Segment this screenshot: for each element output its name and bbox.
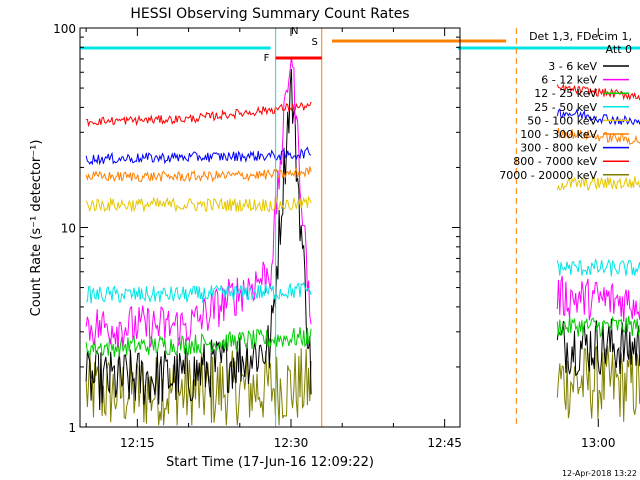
- x-tick-label: 13:00: [581, 436, 616, 450]
- plot-area: [85, 56, 640, 426]
- series-3-6-kev-line: [85, 68, 640, 411]
- series-100-300-kev-line: [85, 128, 640, 183]
- axes: 11010012:1512:3012:4513:0013:1513:3013:4…: [53, 22, 616, 450]
- x-axis-label: Start Time (17-Jun-16 12:09:22): [166, 455, 374, 470]
- legend-label: 6 - 12 keV: [541, 74, 597, 87]
- legend-label: 7000 - 20000 keV: [499, 169, 597, 182]
- plot-markers: F S N: [80, 26, 640, 427]
- series-300-800-kev-line: [85, 107, 640, 166]
- y-tick-label: 1: [68, 421, 76, 435]
- y-axis-label: Count Rate (s⁻¹ detector⁻¹): [29, 140, 44, 317]
- x-tick-label: 12:45: [427, 436, 462, 450]
- marker-s: S: [311, 37, 317, 48]
- marker-n: N: [291, 26, 298, 37]
- chart-title: HESSI Observing Summary Count Rates: [130, 6, 409, 22]
- legend-label: 100 - 300 keV: [520, 128, 597, 141]
- legend-label: 300 - 800 keV: [520, 142, 597, 155]
- y-tick-label: 100: [53, 22, 76, 36]
- legend-label: 3 - 6 keV: [548, 60, 597, 73]
- legend-label: 12 - 25 keV: [534, 87, 597, 100]
- legend-label: 800 - 7000 keV: [513, 155, 597, 168]
- legend-header-line-2: Att 0: [606, 43, 632, 56]
- series-25-50-kev-line: [85, 258, 640, 304]
- legend-label: 25 - 50 keV: [534, 101, 597, 114]
- legend-header-line-1: Det 1,3, FDecim 1,: [529, 30, 632, 43]
- legend-label: 50 - 100 keV: [527, 114, 597, 127]
- footer-date: 12-Apr-2018 13:22: [562, 469, 637, 478]
- marker-f: F: [264, 53, 270, 64]
- y-tick-label: 10: [61, 222, 76, 236]
- series-800-7000-kev-line: [86, 83, 640, 128]
- series-50-100-kev-line: [85, 175, 640, 213]
- series-7000-20000-kev-line: [85, 345, 640, 426]
- series-12-25-kev-line: [85, 315, 640, 358]
- x-tick-label: 12:30: [274, 436, 309, 450]
- x-tick-label: 12:15: [120, 436, 155, 450]
- series-6-12-kev-line: [85, 56, 640, 348]
